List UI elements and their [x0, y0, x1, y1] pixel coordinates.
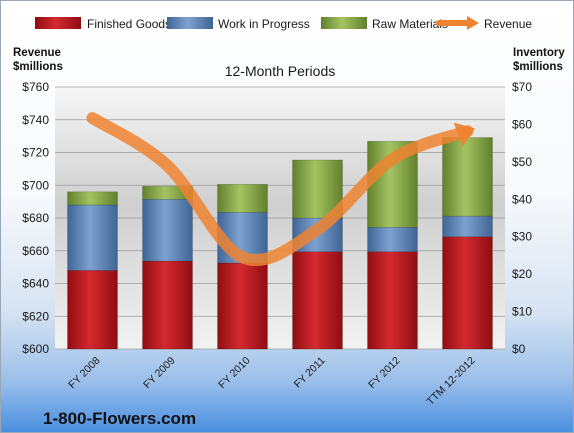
y-left-tick-label: $620	[22, 309, 49, 323]
y-right-ticks: $0 $10 $20 $30 $40 $50 $60 $70	[512, 80, 532, 356]
y-right-title-line2: $millions	[513, 61, 563, 73]
legend-swatch-raw-materials	[321, 17, 367, 29]
y-right-title-line1: Inventory	[513, 47, 565, 59]
y-right-tick-label: $0	[512, 342, 526, 356]
x-category-label: FY 2011	[292, 355, 328, 391]
y-right-tick-label: $10	[512, 305, 532, 319]
x-category-label: FY 2010	[216, 355, 253, 392]
revenue-line-arrowhead	[453, 122, 476, 147]
bar-work-in-progress	[142, 198, 193, 262]
bar-work-in-progress	[367, 227, 418, 252]
y-left-title-line1: Revenue	[13, 47, 61, 59]
chart-title: 12-Month Periods	[225, 63, 336, 79]
x-category-label: FY 2008	[66, 355, 103, 392]
legend-item-work-in-progress[interactable]: Work in Progress	[167, 17, 310, 31]
y-left-title-line2: $millions	[13, 61, 63, 73]
y-left-tick-label: $740	[22, 113, 49, 127]
y-left-tick-label: $680	[22, 211, 49, 225]
bar-raw-materials	[217, 184, 268, 213]
legend-arrow-revenue	[467, 16, 479, 30]
y-left-tick-label: $600	[22, 342, 49, 356]
bar-finished-goods	[367, 251, 418, 350]
x-category-label: FY 2009	[141, 355, 178, 392]
y-right-tick-label: $20	[512, 267, 532, 281]
revenue-line-path	[86, 112, 474, 267]
brand-watermark: 1-800-Flowers.com	[43, 409, 196, 428]
bar-finished-goods	[292, 251, 343, 350]
y-right-tick-label: $50	[512, 155, 532, 169]
y-left-tick-label: $720	[22, 146, 49, 160]
revenue-line	[86, 112, 476, 267]
y-left-tick-label: $760	[22, 80, 49, 94]
bar-finished-goods	[142, 260, 193, 350]
x-category-label: FY 2012	[366, 355, 403, 392]
y-right-tick-label: $70	[512, 80, 532, 94]
gridlines	[55, 86, 505, 350]
bar-work-in-progress	[67, 204, 118, 271]
y-right-tick-label: $30	[512, 230, 532, 244]
bar-work-in-progress	[442, 215, 493, 238]
legend-label-raw-materials: Raw Materials	[372, 17, 448, 31]
legend-item-raw-materials[interactable]: Raw Materials	[321, 17, 448, 31]
bar-raw-materials	[67, 191, 118, 206]
bar-raw-materials	[442, 137, 493, 217]
y-left-tick-label: $700	[22, 178, 49, 192]
y-left-ticks: $600 $620 $640 $660 $680 $700 $720 $740 $760	[22, 80, 49, 356]
bar-finished-goods	[217, 262, 268, 350]
y-right-tick-label: $40	[512, 192, 532, 206]
bars	[67, 137, 493, 350]
legend: Finished Goods Work in Progress Raw Mate…	[35, 16, 532, 31]
legend-item-finished-goods[interactable]: Finished Goods	[35, 17, 171, 31]
legend-label-revenue: Revenue	[484, 17, 532, 31]
legend-swatch-finished-goods	[35, 17, 81, 29]
legend-item-revenue[interactable]: Revenue	[436, 16, 532, 31]
bar-finished-goods	[442, 236, 493, 350]
y-left-tick-label: $660	[22, 244, 49, 258]
x-category-labels: FY 2008 FY 2009 FY 2010 FY 2011 FY 2012 TTM 1…	[66, 355, 478, 408]
legend-swatch-work-in-progress	[167, 17, 213, 29]
y-left-tick-label: $640	[22, 277, 49, 291]
x-category-label: TTM 12-2012	[425, 355, 478, 408]
legend-label-finished-goods: Finished Goods	[87, 17, 171, 31]
legend-label-work-in-progress: Work in Progress	[218, 17, 310, 31]
bar-finished-goods	[67, 270, 118, 350]
y-right-tick-label: $60	[512, 117, 532, 131]
